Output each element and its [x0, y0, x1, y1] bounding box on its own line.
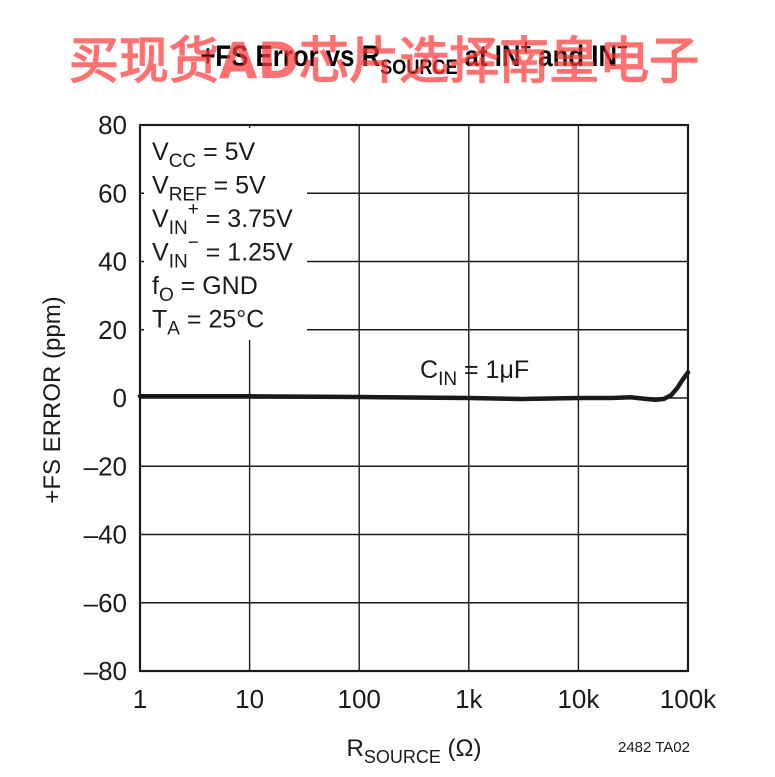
y-tick-label: 0	[113, 383, 127, 413]
condition-line: VREF = 5V	[152, 172, 266, 206]
y-axis-label: +FS ERROR (ppm)	[39, 296, 66, 503]
x-tick-label: 100k	[660, 684, 717, 714]
y-tick-label: –40	[84, 520, 127, 550]
watermark: 买现货AD芯片选择南皇电子	[69, 32, 699, 90]
condition-line: TA = 25°C	[152, 306, 264, 340]
condition-line: fO = GND	[152, 272, 258, 306]
x-tick-label: 10k	[557, 684, 600, 714]
x-tick-label: 100	[338, 684, 381, 714]
chart-marks	[137, 370, 691, 402]
condition-line: VIN+ = 3.75V	[152, 199, 293, 239]
y-tick-label: –20	[84, 451, 127, 481]
x-tick-labels: 1 10 100 1k 10k 100k	[133, 684, 717, 714]
condition-line: VIN− = 1.25V	[152, 233, 293, 273]
figure-id: 2482 TA02	[618, 739, 690, 756]
y-tick-label: 20	[98, 315, 127, 345]
chart-title: +FS Error vs RSOURCE at IN+ and IN−	[200, 36, 627, 80]
x-tick-label: 10	[235, 684, 264, 714]
conditions-background	[144, 128, 307, 340]
y-tick-label: 60	[98, 178, 127, 208]
condition-line: VCC = 5V	[152, 138, 256, 172]
series-label: CIN = 1μF	[420, 356, 529, 390]
y-tick-label: 40	[98, 247, 127, 277]
series-line	[137, 370, 691, 402]
y-tick-label: 80	[98, 110, 127, 140]
y-tick-labels: 80 60 40 20 0 –20 –40 –60 –80	[84, 110, 127, 686]
x-axis-label: RSOURCE (Ω)	[347, 735, 482, 767]
x-tick-label: 1k	[455, 684, 483, 714]
x-tick-label: 1	[133, 684, 147, 714]
y-tick-label: –80	[84, 656, 127, 686]
y-tick-label: –60	[84, 588, 127, 618]
